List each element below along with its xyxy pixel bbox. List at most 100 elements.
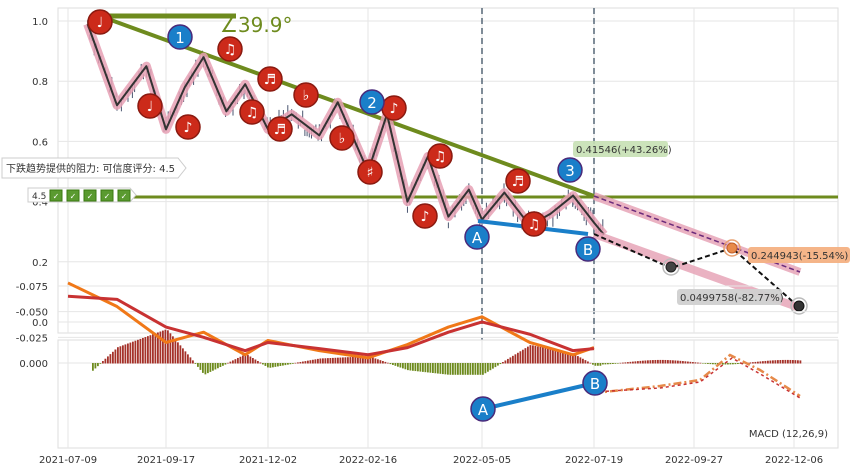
macd-bar (664, 359, 667, 364)
macd-bar (757, 361, 759, 364)
wave-note-marker (505, 168, 531, 194)
macd-bar (759, 361, 762, 364)
macd-bar (724, 363, 727, 365)
wave-note-marker (175, 114, 201, 140)
macd-bar (604, 363, 607, 365)
macd-bar (277, 363, 279, 367)
macd-bar (532, 345, 534, 364)
macd-bar (564, 352, 567, 364)
wave-count-label: 3 (565, 162, 575, 180)
macd-y-tick: -0.075 (16, 282, 48, 293)
macd-projection-dif (593, 353, 801, 398)
wave-count-marker (167, 24, 193, 50)
macd-bar (404, 363, 407, 370)
macd-markers: AB (470, 370, 608, 422)
macd-bar (769, 360, 772, 364)
macd-wave-label: B (590, 375, 600, 393)
wave-note-glyph: ♪ (184, 120, 193, 136)
macd-bar (367, 356, 369, 364)
projection-dashed-upper (593, 195, 801, 273)
macd-bar (577, 356, 579, 364)
macd-bar (274, 363, 277, 367)
wave-note-marker (137, 93, 163, 119)
macd-bar (762, 361, 764, 364)
macd-bar (382, 361, 384, 364)
macd-bar (674, 360, 677, 364)
macd-bar (162, 330, 164, 364)
resistance-callout: 下跌趋势提供的阻力: 可信度评分: 4.5 4.5 ✓ ✓ ✓ ✓ ✓ (1, 157, 187, 203)
macd-bar (217, 363, 219, 369)
macd-bar (402, 363, 404, 369)
macd-bar (554, 350, 557, 364)
target-ring (723, 239, 741, 257)
macd-bar (547, 348, 549, 364)
macd-bar (99, 363, 102, 364)
macd-bar (572, 353, 574, 364)
wave-note-glyph: ♪ (421, 209, 430, 225)
macd-bar (414, 363, 417, 372)
macd-bar (794, 360, 797, 364)
x-tick-label: 2022-05-05 (453, 455, 511, 466)
macd-bar (662, 359, 664, 364)
macd-bar (712, 363, 714, 365)
macd-bar (284, 363, 287, 366)
macd-bar (677, 360, 679, 364)
macd-bar (639, 360, 642, 364)
macd-bar (244, 354, 247, 364)
macd-wave-label: A (478, 401, 489, 419)
macd-bar (209, 363, 212, 372)
macd-bar (502, 362, 504, 364)
x-tick-label: 2022-07-19 (565, 455, 623, 466)
macd-bar (339, 357, 342, 364)
wave-note-glyph: ♬ (274, 122, 287, 138)
macd-bar (484, 363, 487, 374)
macd-bar (159, 331, 162, 364)
wave-note-glyph: ♫ (224, 42, 237, 58)
macd-bar (227, 362, 229, 364)
macd-bar (522, 349, 524, 364)
macd-bar (567, 352, 569, 364)
macd-bar (699, 362, 702, 364)
macd-bar (287, 363, 289, 365)
macd-bar (444, 363, 447, 375)
macd-bar (792, 360, 794, 364)
callout-top-box (573, 141, 668, 157)
x-tick-label: 2022-09-27 (665, 455, 723, 466)
macd-bar (267, 363, 269, 368)
macd-bar (407, 363, 409, 371)
x-tick-label: 2021-12-02 (239, 455, 297, 466)
macd-bar (464, 363, 467, 375)
macd-bar (612, 363, 614, 364)
macd-bar (487, 363, 489, 372)
macd-bar (309, 360, 312, 364)
macd-bar (462, 363, 464, 375)
wave-count-marker (575, 236, 601, 262)
macd-bar (104, 358, 107, 364)
macd-bar (429, 363, 432, 373)
macd-bar (609, 363, 612, 365)
resistance-text: 下跌趋势提供的阻力: 可信度评分: 4.5 (6, 162, 175, 175)
wave-note-glyph: ♬ (512, 174, 525, 190)
macd-bar (459, 363, 462, 375)
macd-bar (392, 363, 394, 365)
macd-bar (779, 360, 782, 364)
wave-note-marker (357, 159, 383, 185)
macd-bar (772, 360, 774, 364)
macd-bar (379, 360, 382, 364)
macd-bar (774, 360, 777, 364)
macd-bar (102, 361, 104, 364)
wave-note-marker (521, 211, 547, 237)
macd-bar (647, 360, 649, 364)
macd-bar (682, 361, 684, 364)
macd-bar (527, 346, 529, 364)
price-y-tick: 1.0 (32, 17, 48, 28)
macd-bar (482, 363, 484, 375)
macd-bar (452, 363, 454, 375)
macd-bar (294, 362, 297, 364)
wave-note-glyph: ♪ (390, 101, 399, 117)
wave-note-glyph: ♭ (339, 131, 346, 147)
macd-bar (252, 358, 254, 364)
macd-bar (302, 361, 304, 364)
macd-bar (139, 338, 142, 364)
macd-bar (642, 360, 644, 364)
